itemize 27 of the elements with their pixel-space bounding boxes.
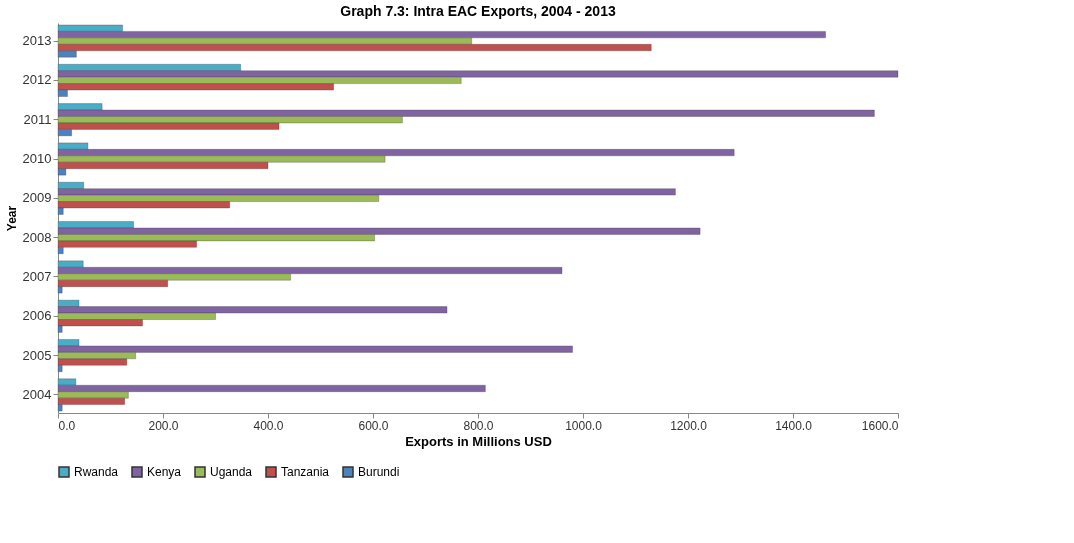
legend-label: Kenya: [147, 465, 182, 479]
x-tick-label: 600.0: [358, 418, 389, 433]
x-tick-label: 0.0: [58, 418, 76, 433]
legend-label: Uganda: [210, 465, 253, 479]
y-tick-label: 2009: [22, 190, 52, 206]
y-tick-label: 2006: [22, 308, 52, 324]
y-tick-label: 2013: [22, 33, 52, 49]
x-tick-label: 1400.0: [775, 418, 813, 433]
y-tick-label: 2010: [22, 151, 52, 167]
y-tick-label: 2008: [22, 229, 52, 245]
x-tick-label: 800.0: [463, 418, 494, 433]
chart-title: Graph 7.3: Intra EAC Exports, 2004 - 2013: [340, 3, 616, 19]
y-tick-label: 2005: [22, 347, 52, 363]
legend-label: Tanzania: [281, 465, 330, 479]
y-tick-label: 2011: [23, 111, 52, 127]
x-tick-label: 200.0: [148, 418, 179, 433]
x-axis-title: Exports in Millions USD: [405, 433, 552, 449]
y-tick-label: 2012: [22, 72, 52, 88]
y-tick-label: 2004: [22, 386, 52, 402]
x-tick-label: 1000.0: [565, 418, 603, 433]
x-tick-label: 400.0: [253, 418, 284, 433]
y-axis-title: Year: [4, 205, 19, 232]
x-tick-label: 1600.0: [861, 418, 899, 433]
legend-label: Burundi: [358, 465, 400, 479]
x-tick-label: 1200.0: [670, 418, 708, 433]
y-tick-label: 2007: [22, 268, 52, 284]
legend-label: Rwanda: [74, 465, 119, 479]
